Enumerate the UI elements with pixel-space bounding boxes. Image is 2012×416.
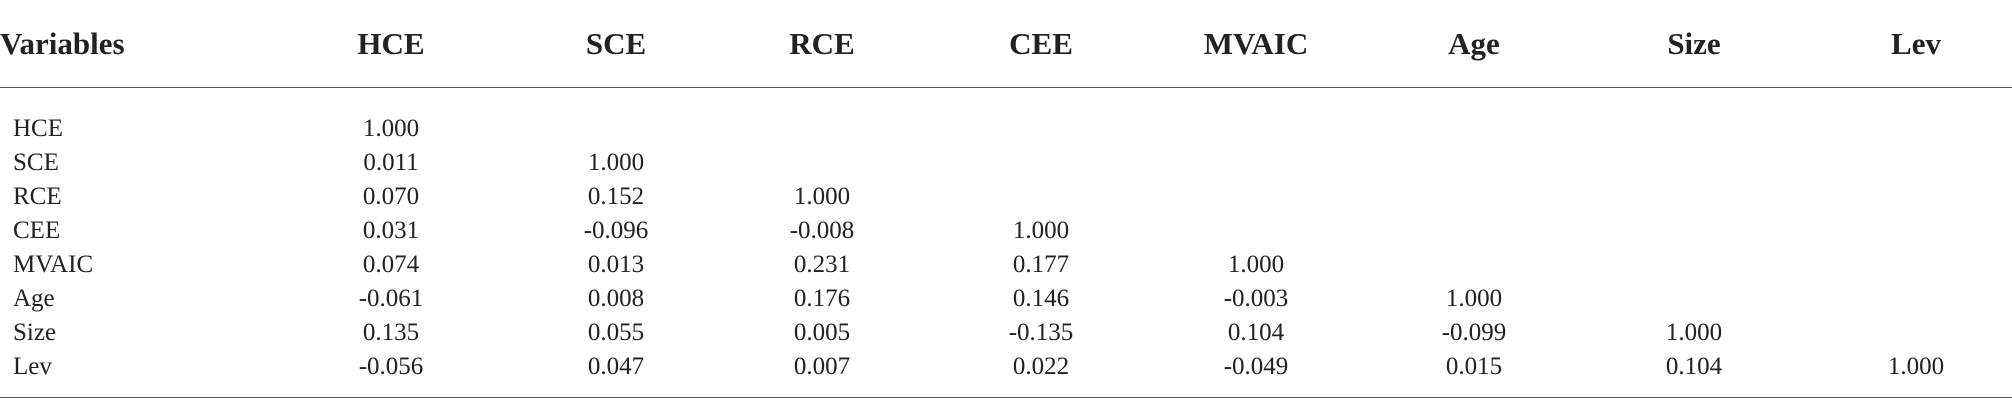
bottom-rule [0, 397, 2012, 398]
header-rule [0, 87, 2012, 88]
correlation-value: 0.011 [363, 149, 419, 176]
column-header: Size [1667, 26, 1721, 61]
correlation-value: 1.000 [587, 149, 645, 176]
correlation-value: 0.022 [1012, 353, 1070, 380]
correlation-value: -0.061 [358, 285, 424, 312]
correlation-value: -0.008 [789, 217, 855, 244]
row-label: Lev [13, 353, 52, 380]
correlation-value: 0.074 [362, 251, 420, 278]
column-header: MVAIC [1203, 26, 1309, 61]
correlation-value: 0.070 [362, 183, 420, 210]
correlation-value: 1.000 [1227, 251, 1285, 278]
correlation-value: -0.099 [1441, 319, 1507, 346]
correlation-value: 1.000 [1665, 319, 1723, 346]
correlation-value: 0.005 [793, 319, 851, 346]
correlation-value: 0.231 [793, 251, 851, 278]
row-label: CEE [13, 217, 61, 244]
correlation-value: 1.000 [362, 115, 420, 142]
correlation-value: 1.000 [1887, 353, 1945, 380]
column-header: Lev [1891, 26, 1941, 61]
correlation-value: 0.104 [1665, 353, 1723, 380]
correlation-value: 0.055 [587, 319, 645, 346]
correlation-value: 0.013 [587, 251, 645, 278]
correlation-value: 0.177 [1012, 251, 1070, 278]
row-label: RCE [13, 183, 62, 210]
correlation-value: 1.000 [1445, 285, 1503, 312]
correlation-value: 0.007 [793, 353, 851, 380]
correlation-value: 0.031 [362, 217, 420, 244]
correlation-value: -0.096 [583, 217, 649, 244]
correlation-value: 0.104 [1227, 319, 1285, 346]
correlation-value: -0.049 [1223, 353, 1289, 380]
correlation-value: -0.135 [1008, 319, 1074, 346]
row-label: Age [13, 285, 55, 312]
column-header: RCE [789, 26, 855, 61]
row-label: MVAIC [13, 251, 94, 278]
correlation-value: 0.135 [362, 319, 420, 346]
row-label: HCE [13, 115, 63, 142]
correlation-value: 0.015 [1445, 353, 1503, 380]
column-header: CEE [1009, 26, 1073, 61]
column-header: HCE [357, 26, 425, 61]
column-header: SCE [585, 26, 647, 61]
correlation-value: 0.152 [587, 183, 645, 210]
row-label: Size [13, 319, 57, 346]
correlation-value: 0.008 [587, 285, 645, 312]
correlation-value: 1.000 [793, 183, 851, 210]
correlation-value: 1.000 [1012, 217, 1070, 244]
correlation-value: -0.003 [1223, 285, 1289, 312]
correlation-value: 0.047 [587, 353, 645, 380]
correlation-value: 0.176 [793, 285, 851, 312]
row-label: SCE [13, 149, 59, 176]
correlation-value: 0.146 [1012, 285, 1070, 312]
column-header: Variables [0, 26, 125, 61]
column-header: Age [1448, 26, 1500, 61]
correlation-value: -0.056 [358, 353, 424, 380]
